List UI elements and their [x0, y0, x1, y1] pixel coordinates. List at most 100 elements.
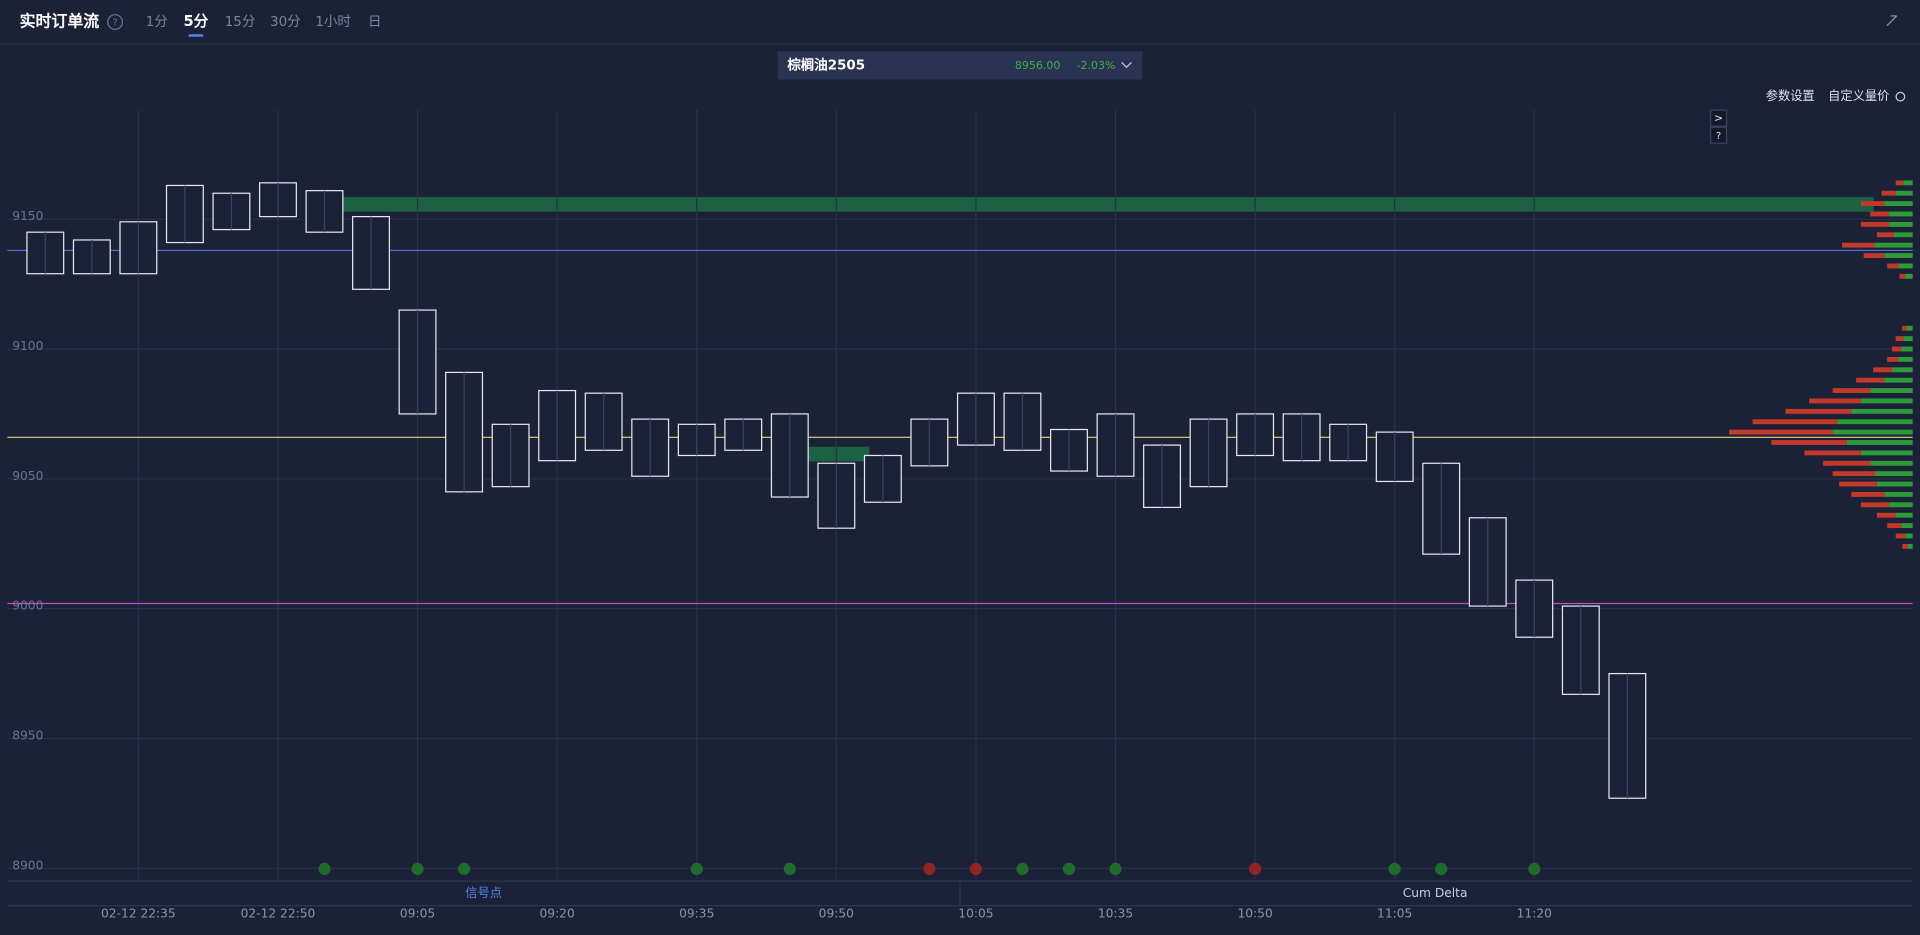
profile-bar — [1898, 356, 1913, 362]
profile-bar — [1905, 533, 1913, 539]
profile-bar — [1889, 502, 1913, 508]
profile-bar — [1860, 201, 1885, 207]
y-tick-label: 9000 — [12, 599, 43, 613]
zone — [808, 446, 870, 462]
interval-tab[interactable]: 15分 — [225, 14, 256, 30]
y-tick-label: 8950 — [12, 729, 43, 743]
interval-tab[interactable]: 日 — [368, 15, 381, 30]
signal[interactable] — [1435, 862, 1448, 876]
profile-bar — [1881, 190, 1896, 196]
profile-bar — [1863, 253, 1885, 258]
signal[interactable] — [1016, 862, 1029, 876]
signal[interactable] — [783, 862, 796, 876]
profile-bar — [1902, 325, 1908, 331]
settings-button[interactable]: 参数设置 — [1766, 88, 1815, 103]
profile-bar — [1870, 388, 1913, 394]
zone — [342, 197, 1874, 212]
profile-bar — [1771, 440, 1847, 445]
instrument-change: -2.03% — [1077, 59, 1116, 72]
profile-bar — [1809, 398, 1861, 404]
profile-bar — [1832, 429, 1913, 435]
profile-bar — [1893, 232, 1913, 238]
bottom-tab[interactable]: Cum Delta — [1403, 886, 1468, 900]
profile-bar — [1846, 440, 1913, 445]
profile-bar — [1728, 429, 1833, 435]
help-text: ? — [112, 18, 117, 29]
instrument-box[interactable] — [777, 51, 1143, 80]
profile-bar — [1895, 512, 1913, 518]
signal[interactable] — [969, 862, 983, 876]
profile-bar — [1899, 273, 1906, 279]
interval-tab[interactable]: 5分 — [183, 13, 208, 30]
profile-bar — [1874, 471, 1913, 477]
profile-bar — [1895, 190, 1913, 196]
profile-bar — [1902, 543, 1908, 549]
profile-bar — [1895, 533, 1906, 539]
profile-bar — [1884, 377, 1913, 383]
signal[interactable] — [923, 862, 936, 876]
x-tick-label: 09:05 — [400, 907, 435, 921]
signal[interactable] — [318, 862, 331, 876]
y-tick-label: 8900 — [12, 858, 43, 872]
profile-bar — [1907, 543, 1913, 549]
profile-bar — [1887, 263, 1899, 269]
signal[interactable] — [411, 862, 424, 876]
instrument-name: 棕榈油2505 — [786, 56, 865, 73]
interval-tab[interactable]: 1小时 — [315, 14, 350, 30]
dropdown-icon — [1121, 61, 1132, 69]
profile-bar — [1907, 325, 1913, 331]
signal[interactable] — [690, 862, 703, 876]
profile-bar — [1870, 211, 1890, 217]
profile-bar — [1785, 408, 1852, 414]
signal[interactable] — [1388, 862, 1401, 876]
side-button-text: ? — [1716, 131, 1721, 142]
bottom-tab[interactable]: 信号点 — [465, 886, 502, 900]
side-button[interactable] — [1710, 109, 1728, 127]
signal[interactable] — [1109, 862, 1122, 876]
side-button[interactable] — [1710, 126, 1728, 144]
x-tick-label: 11:05 — [1377, 907, 1412, 921]
profile-bar — [1873, 367, 1892, 373]
profile-bar — [1898, 263, 1913, 269]
app-title: 实时订单流 — [20, 12, 100, 31]
x-tick-label: 02-12 22:50 — [241, 907, 316, 921]
profile-bar — [1860, 502, 1890, 508]
help-icon[interactable] — [107, 14, 124, 30]
interval-tab[interactable]: 1分 — [146, 14, 168, 30]
custom-button[interactable]: 自定义量价 — [1828, 88, 1889, 103]
custom-icon — [1895, 91, 1906, 102]
profile-bar — [1884, 201, 1913, 207]
x-tick-label: 11:20 — [1517, 907, 1552, 921]
plot: 8900 8950 9000 9050 9100 9150 02-12 22:35 02-12… — [7, 110, 1913, 921]
profile-bar — [1884, 491, 1913, 497]
y-tick-label: 9150 — [12, 209, 43, 223]
signal[interactable] — [457, 862, 471, 876]
profile-bar — [1889, 221, 1913, 227]
profile-bar — [1851, 408, 1913, 414]
signal[interactable] — [1248, 862, 1262, 876]
side-button-text: > — [1714, 112, 1723, 125]
profile-bar — [1876, 232, 1894, 238]
profile-bar — [1823, 460, 1871, 466]
profile-bar — [1832, 388, 1871, 394]
profile-bar — [1901, 523, 1913, 529]
profile-bar — [1832, 471, 1875, 477]
profile-bar — [1860, 221, 1890, 227]
profile-bar — [1860, 450, 1913, 456]
y-tick-label: 9100 — [12, 339, 43, 353]
profile-bar — [1887, 523, 1902, 529]
profile-bar — [1804, 450, 1861, 456]
signals — [318, 862, 1541, 876]
collapse-icon[interactable] — [1886, 15, 1898, 27]
profile-bar — [1891, 367, 1913, 373]
signal[interactable] — [1062, 862, 1076, 876]
x-tick-label: 02-12 22:35 — [101, 907, 176, 921]
interval-tab[interactable]: 30分 — [270, 14, 301, 30]
signal[interactable] — [1528, 862, 1541, 876]
profile-bar — [1876, 481, 1913, 487]
profile-bar — [1842, 242, 1875, 248]
instrument-price: 8956.00 — [1015, 59, 1061, 72]
